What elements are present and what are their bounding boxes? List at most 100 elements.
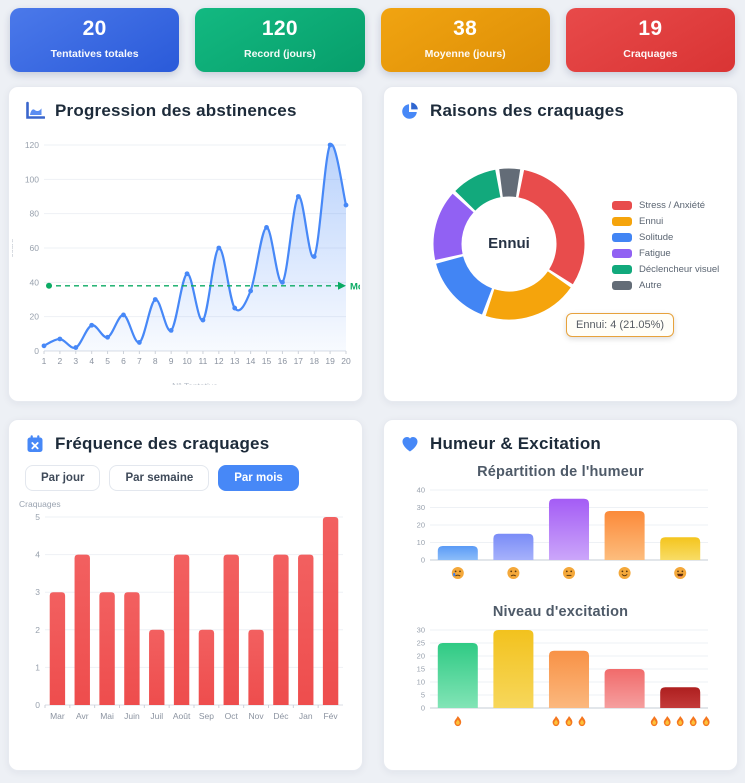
calendar-x-icon — [25, 434, 45, 454]
legend-item[interactable]: Autre — [612, 277, 719, 293]
mood-bar-chart[interactable]: 0 10 20 30 40 — [394, 482, 724, 586]
chart-legend: Stress / Anxiété Ennui Solitude Fatigue Décl… — [612, 197, 719, 293]
svg-text:2: 2 — [58, 356, 63, 366]
svg-text:13: 13 — [230, 356, 240, 366]
legend-swatch — [612, 232, 632, 242]
card-title: Raisons des craquages — [430, 101, 625, 120]
svg-text:20: 20 — [341, 356, 351, 366]
svg-text:10: 10 — [417, 678, 425, 687]
stat-value: 38 — [453, 17, 478, 40]
legend-item[interactable]: Solitude — [612, 229, 719, 245]
legend-label: Stress / Anxiété — [639, 199, 706, 211]
mood-card: Humeur & Excitation Répartition de l'hum… — [383, 419, 738, 771]
frequency-tabs: Par jour Par semaine Par mois — [9, 458, 362, 493]
card-header: Raisons des craquages — [384, 87, 737, 125]
svg-text:Oct: Oct — [225, 711, 239, 721]
legend-label: Déclencheur visuel — [639, 263, 720, 275]
svg-text:6: 6 — [121, 356, 126, 366]
chart-tooltip: Ennui: 4 (21.05%) — [566, 313, 675, 337]
frequency-bar-chart[interactable]: Craquages 0 1 2 3 4 5 Mar Avr Mai Juin Juil Août Sep O… — [15, 497, 355, 733]
card-header: Fréquence des craquages — [9, 420, 362, 458]
svg-text:0: 0 — [35, 700, 40, 710]
svg-text:3: 3 — [35, 587, 40, 597]
svg-text:12: 12 — [214, 356, 224, 366]
stat-label: Tentatives totales — [50, 48, 139, 60]
svg-text:14: 14 — [246, 356, 256, 366]
tab-par-jour[interactable]: Par jour — [25, 465, 101, 491]
svg-text:25: 25 — [417, 639, 425, 648]
svg-text:0: 0 — [421, 704, 425, 713]
excitation-bar-chart[interactable]: 0 5 10 15 20 25 30 — [394, 622, 724, 734]
legend-item[interactable]: Déclencheur visuel — [612, 261, 719, 277]
abstinence-card: Progression des abstinences 0 20 40 60 80 100… — [8, 86, 363, 402]
legend-label: Ennui — [639, 215, 664, 227]
svg-text:8: 8 — [153, 356, 158, 366]
heart-icon — [400, 434, 420, 454]
svg-text:Moyenne: Moyenne — [350, 281, 360, 292]
svg-text:Juin: Juin — [124, 711, 140, 721]
svg-text:Juil: Juil — [150, 711, 163, 721]
reasons-doughnut-chart[interactable] — [390, 163, 640, 353]
svg-text:60: 60 — [30, 243, 40, 253]
card-title: Fréquence des craquages — [55, 434, 270, 453]
svg-text:7: 7 — [137, 356, 142, 366]
stat-card-average: 38 Moyenne (jours) — [380, 8, 550, 72]
legend-item[interactable]: Stress / Anxiété — [612, 197, 719, 213]
legend-item[interactable]: Fatigue — [612, 245, 719, 261]
stats-row: 20 Tentatives totales 120 Record (jours)… — [0, 0, 745, 86]
stat-card-relapses: 19 Craquages — [565, 8, 735, 72]
svg-text:20: 20 — [30, 312, 40, 322]
svg-text:40: 40 — [417, 486, 425, 495]
svg-text:Sep: Sep — [199, 711, 214, 721]
svg-text:10: 10 — [417, 538, 425, 547]
svg-text:11: 11 — [199, 356, 208, 366]
svg-text:1: 1 — [35, 662, 40, 672]
svg-text:Craquages: Craquages — [19, 499, 61, 509]
svg-text:Août: Août — [173, 711, 191, 721]
svg-text:Avr: Avr — [76, 711, 89, 721]
svg-text:Déc: Déc — [273, 711, 289, 721]
svg-text:80: 80 — [30, 209, 40, 219]
frequency-card: Fréquence des craquages Par jour Par sem… — [8, 419, 363, 771]
card-header: Progression des abstinences — [9, 87, 362, 125]
svg-text:30: 30 — [417, 503, 425, 512]
tab-par-mois[interactable]: Par mois — [218, 465, 299, 491]
mood-subtitle: Répartition de l'humeur — [477, 464, 644, 480]
legend-swatch — [612, 280, 632, 290]
svg-text:15: 15 — [417, 665, 425, 674]
svg-text:Mar: Mar — [50, 711, 65, 721]
svg-text:5: 5 — [35, 512, 40, 522]
stat-card-record: 120 Record (jours) — [195, 8, 365, 72]
dashboard-grid: Progression des abstinences 0 20 40 60 80 100… — [0, 86, 745, 771]
svg-text:20: 20 — [417, 521, 425, 530]
stat-value: 19 — [638, 17, 663, 40]
legend-swatch — [612, 248, 632, 258]
reasons-card: Raisons des craquages Ennui Stress / Anx… — [383, 86, 738, 402]
card-title: Humeur & Excitation — [430, 434, 601, 453]
svg-text:2: 2 — [35, 625, 40, 635]
svg-text:Nov: Nov — [249, 711, 265, 721]
svg-text:4: 4 — [35, 550, 40, 560]
tab-par-semaine[interactable]: Par semaine — [109, 465, 210, 491]
legend-item[interactable]: Ennui — [612, 213, 719, 229]
svg-text:1: 1 — [42, 356, 47, 366]
svg-text:17: 17 — [294, 356, 304, 366]
stat-value: 120 — [261, 17, 298, 40]
excitation-subtitle: Niveau d'excitation — [492, 604, 629, 620]
svg-text:20: 20 — [417, 652, 425, 661]
legend-swatch — [612, 216, 632, 226]
legend-label: Solitude — [639, 231, 674, 243]
svg-text:30: 30 — [417, 626, 425, 635]
svg-text:N° Tentative: N° Tentative — [172, 381, 218, 385]
svg-text:16: 16 — [278, 356, 288, 366]
svg-text:100: 100 — [25, 174, 39, 184]
svg-text:5: 5 — [105, 356, 110, 366]
doughnut-center-label: Ennui — [488, 235, 530, 252]
legend-label: Autre — [639, 279, 662, 291]
stat-label: Craquages — [623, 48, 678, 60]
pie-chart-icon — [400, 101, 420, 121]
legend-swatch — [612, 264, 632, 274]
svg-text:4: 4 — [89, 356, 94, 366]
svg-text:3: 3 — [73, 356, 78, 366]
